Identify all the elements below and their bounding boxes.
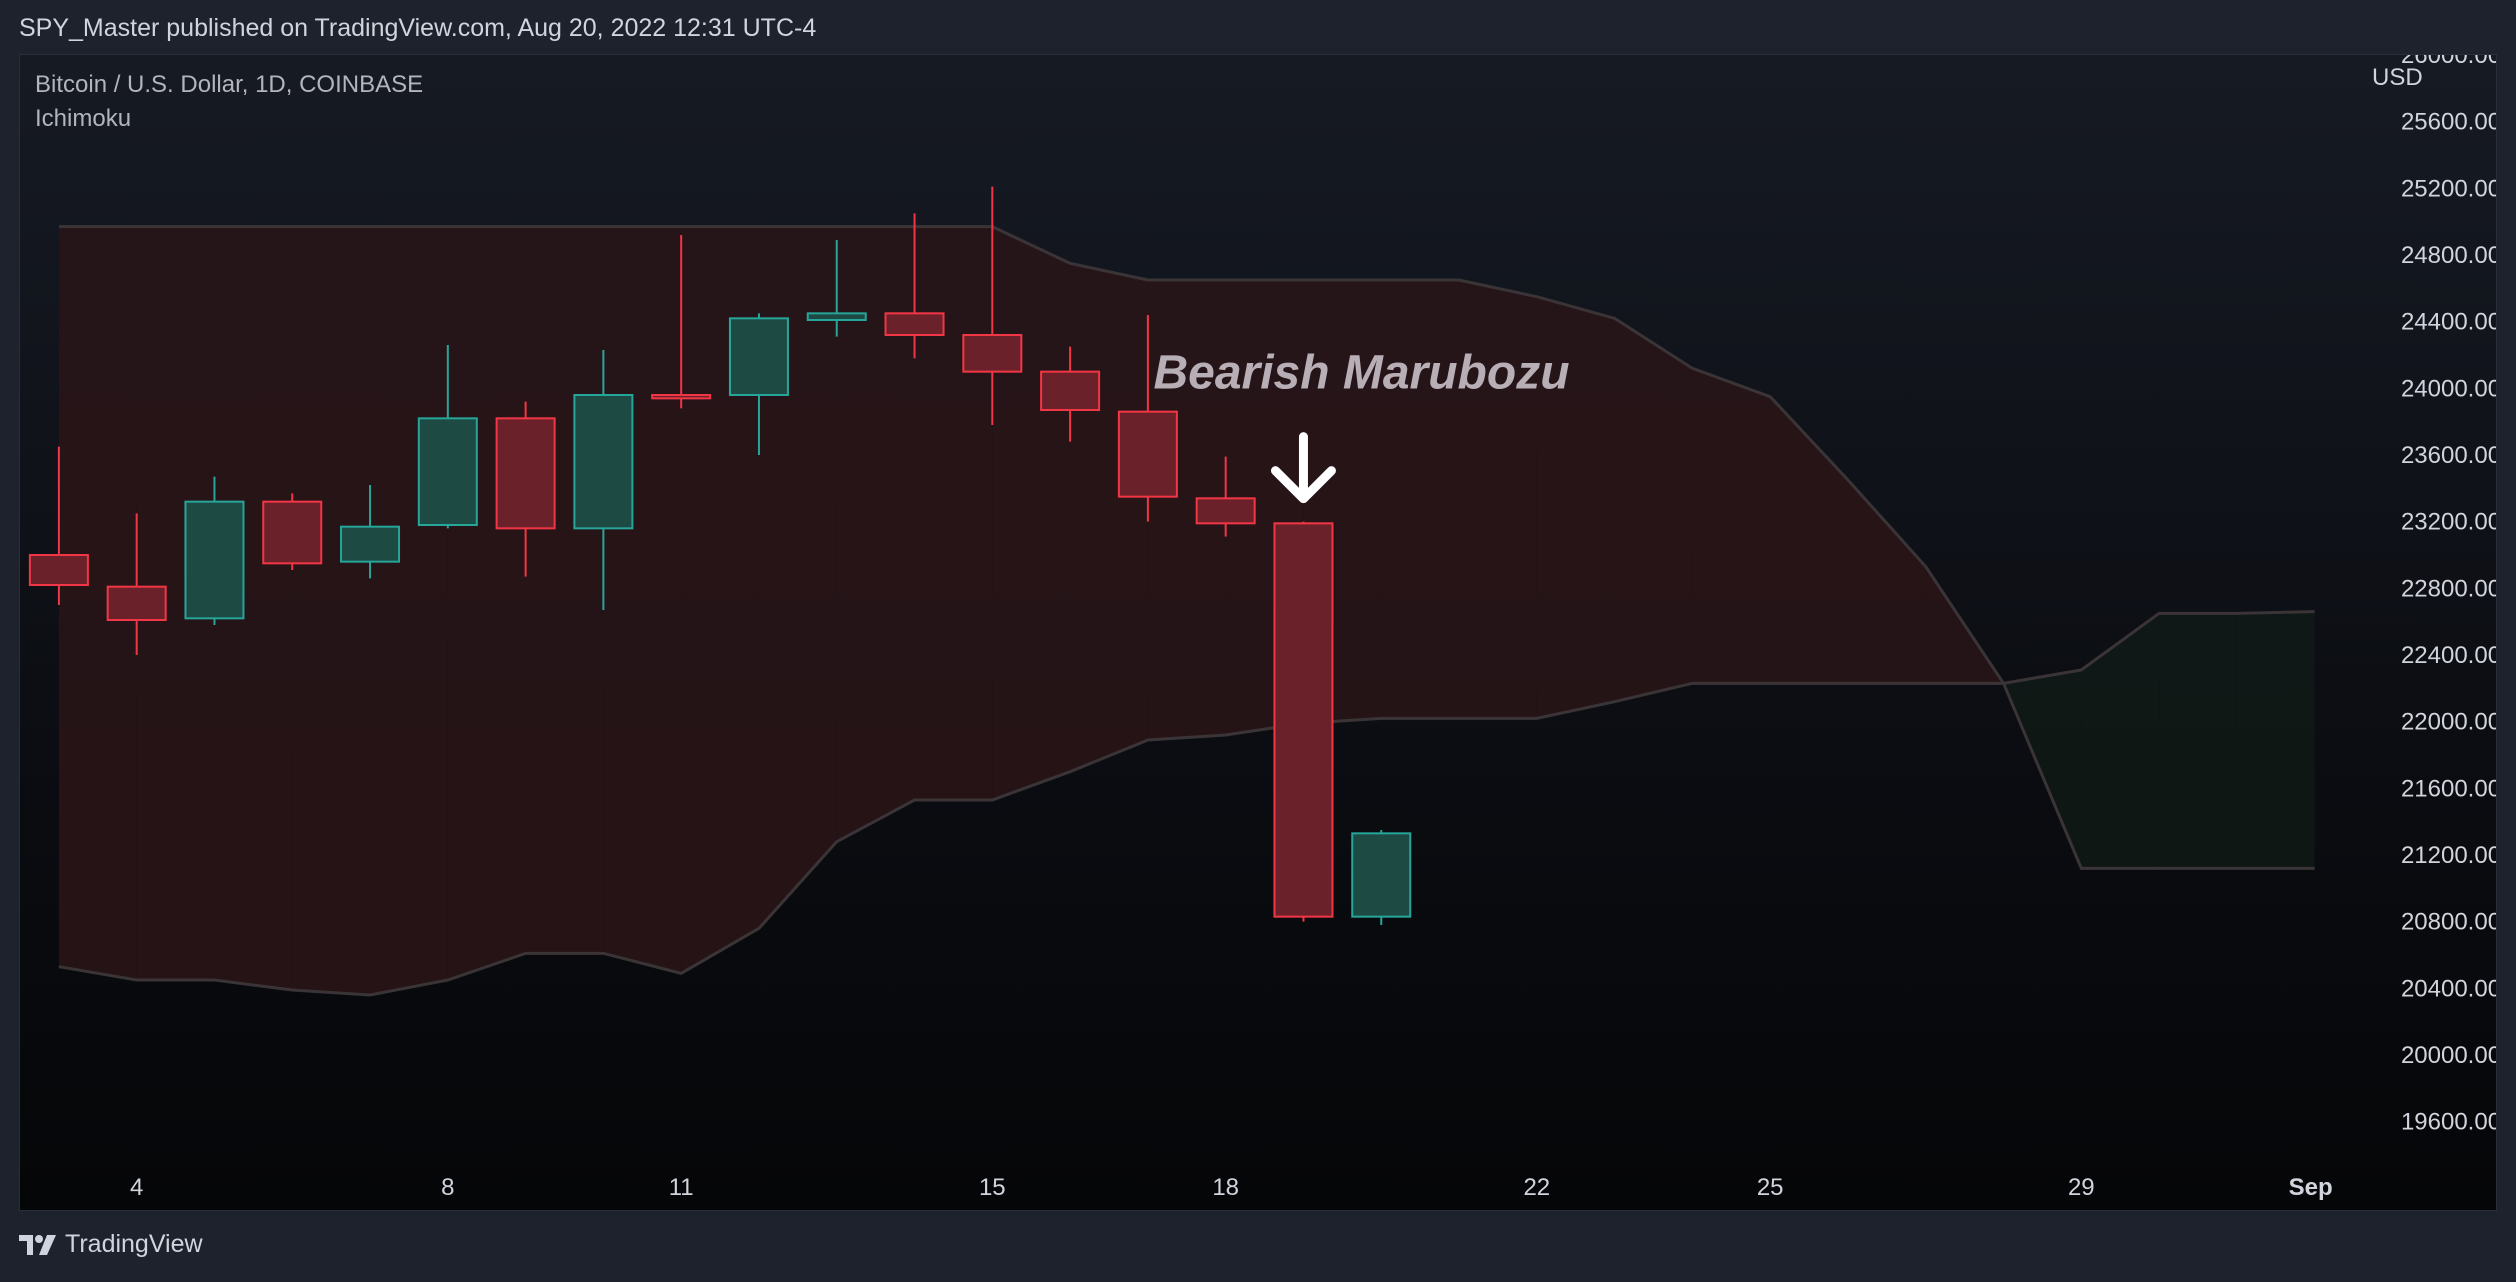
cloud-segment xyxy=(136,226,215,980)
x-tick-label: 25 xyxy=(1757,1174,1784,1201)
candle-body xyxy=(962,334,1023,373)
cloud-segment xyxy=(1847,480,1926,684)
cloud-segment xyxy=(214,226,293,990)
cloud-segment xyxy=(58,226,137,980)
y-tick-label: 23200.00 xyxy=(2401,509,2497,536)
candle-body xyxy=(1040,370,1101,411)
cloud-segment xyxy=(992,226,1071,800)
y-tick-label: 25200.00 xyxy=(2401,175,2497,202)
cloud-segment xyxy=(603,226,682,974)
indicator-title[interactable]: Ichimoku xyxy=(35,105,132,132)
y-tick-label: 22400.00 xyxy=(2401,642,2497,669)
cloud-segment xyxy=(2081,613,2160,869)
candle-body xyxy=(417,417,478,527)
candle-body xyxy=(1117,410,1178,498)
cloud-segment xyxy=(681,226,759,974)
cloud-segment xyxy=(370,226,448,995)
candle-body xyxy=(1273,522,1334,918)
y-tick-label: 26000.00 xyxy=(2401,55,2497,69)
cloud-segment xyxy=(758,226,837,929)
candle-body xyxy=(573,394,634,530)
candle-body xyxy=(28,554,89,586)
y-tick-label: 24000.00 xyxy=(2401,375,2497,402)
cloud-segment xyxy=(292,226,371,995)
annotation-label: Bearish Marubozu xyxy=(1153,346,1569,399)
candle-body xyxy=(184,500,245,620)
symbol-title[interactable]: Bitcoin / U.S. Dollar, 1D, COINBASE xyxy=(35,71,424,98)
currency-label: USD xyxy=(2372,64,2423,91)
y-tick-label: 20000.00 xyxy=(2401,1042,2497,1069)
x-tick-label: 11 xyxy=(669,1174,694,1201)
y-tick-label: 23600.00 xyxy=(2401,442,2497,469)
y-tick-label: 21600.00 xyxy=(2401,775,2497,802)
x-tick-label: Sep xyxy=(2289,1174,2333,1201)
x-tick-label: 15 xyxy=(979,1174,1006,1201)
y-tick-label: 20800.00 xyxy=(2401,909,2497,936)
y-tick-label: 20400.00 xyxy=(2401,975,2497,1002)
down-arrow-head xyxy=(1270,466,1336,504)
cloud-segment xyxy=(1770,396,1848,684)
candle-body xyxy=(495,417,556,530)
cloud-segment xyxy=(1381,280,1460,719)
cloud-segment xyxy=(525,226,604,954)
cloud-segment xyxy=(1070,263,1148,772)
candle-body xyxy=(651,394,712,400)
cloud-segment xyxy=(447,226,526,980)
candle-body xyxy=(884,312,945,337)
candlestick-chart[interactable]: Bearish Marubozu 19600.00 20000.00 20400.00… xyxy=(20,55,2497,1211)
candle-body xyxy=(106,585,167,622)
candle-body xyxy=(806,312,867,322)
cloud-segment xyxy=(1147,280,1226,740)
cloud-segment xyxy=(836,226,915,842)
candle-body xyxy=(262,500,323,565)
cloud-segment xyxy=(2159,613,2237,869)
tradingview-logo-icon xyxy=(19,1234,57,1255)
cloud-segment xyxy=(1459,280,1537,719)
y-tick-label: 21200.00 xyxy=(2401,842,2497,869)
cloud-segment xyxy=(1614,318,1693,702)
y-tick-label: 24800.00 xyxy=(2401,242,2497,269)
x-tick-label: 29 xyxy=(2068,1174,2095,1201)
senkou-span-b-line xyxy=(58,610,2315,997)
chart-frame[interactable]: Bearish Marubozu 19600.00 20000.00 20400.00… xyxy=(19,54,2497,1211)
footer-brand: TradingView xyxy=(65,1230,203,1258)
x-tick-label: 18 xyxy=(1212,1174,1239,1201)
cloud-segment xyxy=(1692,368,1771,684)
y-tick-label: 22000.00 xyxy=(2401,709,2497,736)
y-tick-label: 25600.00 xyxy=(2401,109,2497,136)
candle-body xyxy=(1195,497,1256,525)
x-tick-label: 4 xyxy=(130,1174,143,1201)
candle-body xyxy=(1351,832,1412,918)
cloud-segment xyxy=(2236,611,2315,869)
candle-body xyxy=(340,525,401,563)
x-tick-label: 22 xyxy=(1523,1174,1550,1201)
senkou-span-a-line xyxy=(58,225,2315,870)
footer[interactable]: TradingView xyxy=(19,1230,203,1259)
x-tick-label: 8 xyxy=(441,1174,454,1201)
cloud-segment xyxy=(1536,296,1615,719)
y-tick-label: 22800.00 xyxy=(2401,575,2497,602)
y-tick-label: 24400.00 xyxy=(2401,309,2497,336)
y-tick-label: 19600.00 xyxy=(2401,1109,2497,1136)
candle-body xyxy=(728,317,789,397)
publisher-header: SPY_Master published on TradingView.com,… xyxy=(19,14,817,42)
